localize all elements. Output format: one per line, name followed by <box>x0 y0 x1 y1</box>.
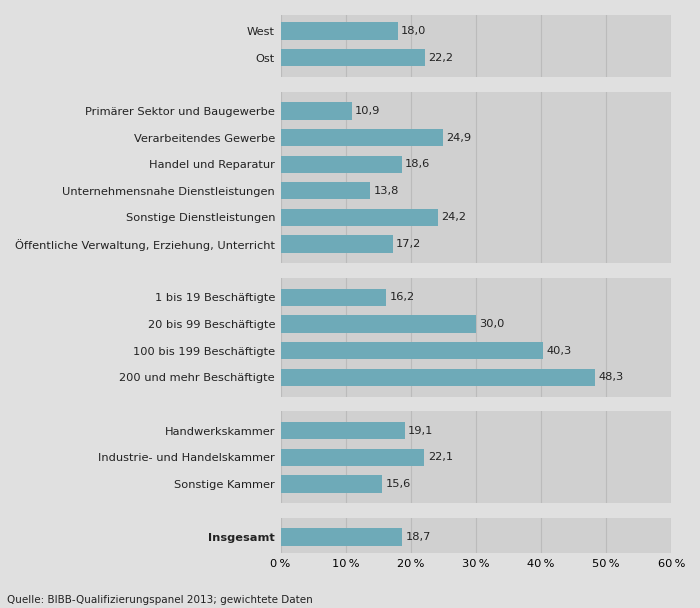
Bar <box>281 22 398 40</box>
Bar <box>281 475 382 492</box>
Bar <box>281 342 543 359</box>
Text: Quelle: BIBB-Qualifizierungspanel 2013; gewichtete Daten: Quelle: BIBB-Qualifizierungspanel 2013; … <box>7 595 313 605</box>
Text: 15,6: 15,6 <box>386 479 411 489</box>
Text: 16,2: 16,2 <box>389 292 414 302</box>
Bar <box>281 263 671 278</box>
Bar <box>281 316 476 333</box>
Text: 30,0: 30,0 <box>480 319 505 329</box>
Bar <box>281 235 393 253</box>
Text: 19,1: 19,1 <box>408 426 433 435</box>
Text: 48,3: 48,3 <box>598 372 624 382</box>
Bar <box>281 49 425 66</box>
Bar <box>281 503 671 518</box>
Bar <box>281 209 438 226</box>
Bar <box>281 102 351 120</box>
Text: 24,9: 24,9 <box>446 133 471 142</box>
Bar <box>281 289 386 306</box>
Bar <box>281 77 671 92</box>
Bar <box>281 396 671 411</box>
Bar <box>281 368 595 386</box>
Text: 22,2: 22,2 <box>428 53 454 63</box>
Bar <box>281 528 402 546</box>
Text: 18,7: 18,7 <box>405 532 431 542</box>
Text: 10,9: 10,9 <box>355 106 380 116</box>
Text: 22,1: 22,1 <box>428 452 453 462</box>
Text: 13,8: 13,8 <box>374 186 399 196</box>
Bar <box>281 129 442 146</box>
Text: 24,2: 24,2 <box>442 212 466 223</box>
Bar <box>281 182 370 199</box>
Bar <box>281 156 402 173</box>
Text: 17,2: 17,2 <box>395 239 421 249</box>
Bar <box>281 449 424 466</box>
Text: 18,0: 18,0 <box>401 26 426 36</box>
Text: 40,3: 40,3 <box>546 346 571 356</box>
Bar <box>281 422 405 439</box>
Text: 18,6: 18,6 <box>405 159 430 169</box>
